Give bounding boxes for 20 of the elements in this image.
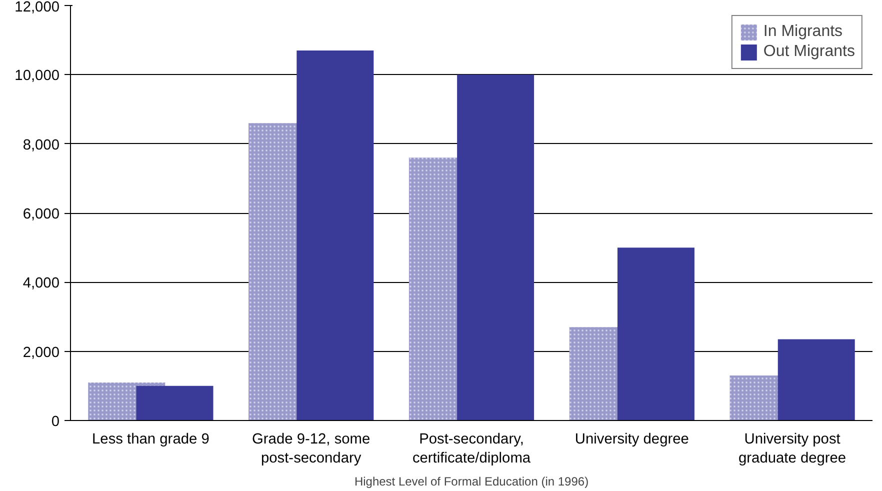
x-axis-title: Highest Level of Formal Education (in 1996) [354, 474, 589, 489]
y-tick-label: 2,000 [22, 344, 60, 361]
bar [136, 386, 214, 420]
y-tick-label: 0 [51, 414, 60, 430]
y-tick-label: 4,000 [22, 276, 60, 292]
bar [296, 50, 374, 420]
x-tick-label: University post graduate degree [738, 432, 846, 467]
y-tick-label: 10,000 [14, 68, 60, 84]
bar [457, 74, 534, 420]
x-tick-label: Less than grade 9 [92, 432, 210, 448]
y-tick-label: 12,000 [14, 0, 60, 16]
bar [778, 339, 855, 420]
y-tick-label: 8,000 [22, 137, 60, 154]
x-tick-label: Grade 9-12, some post-secondary [252, 432, 370, 467]
bar [617, 248, 694, 420]
legend-label: Out Migrants [763, 43, 855, 61]
x-tick-label: University degree [574, 432, 689, 448]
legend-label: In Migrants [763, 23, 843, 41]
y-tick-label: 6,000 [22, 206, 60, 222]
x-tick-label: Post-secondary, certificate/diploma [412, 432, 532, 467]
